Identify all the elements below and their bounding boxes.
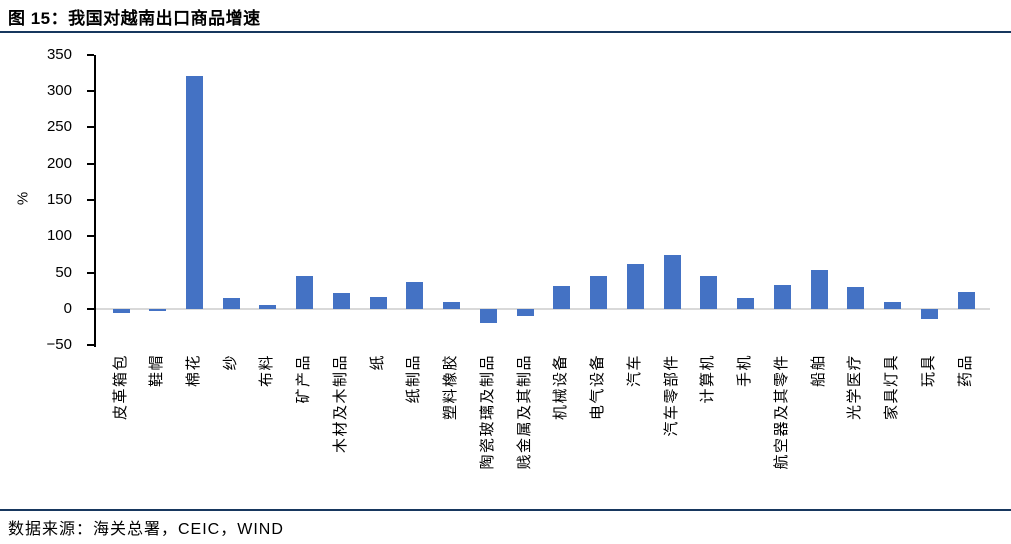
bar-电气设备	[590, 276, 608, 309]
x-label-船舶: 船舶	[810, 354, 827, 388]
x-label-皮革箱包: 皮革箱包	[112, 354, 129, 421]
x-label-布料: 布料	[259, 354, 276, 388]
y-tick-label: 0	[63, 300, 72, 317]
bar-航空器及其零件	[773, 285, 791, 309]
x-label-矿产品: 矿产品	[296, 354, 313, 404]
x-label-计算机: 计算机	[700, 354, 717, 404]
y-axis	[94, 54, 96, 348]
bar-玩具	[920, 309, 938, 320]
y-tick-label: 350	[46, 45, 72, 63]
x-label-纱: 纱	[222, 354, 239, 371]
x-label-棉花: 棉花	[185, 354, 202, 388]
y-axis-tick	[87, 162, 94, 165]
x-label-光学医疗: 光学医疗	[847, 354, 864, 421]
bar-棉花	[185, 76, 203, 309]
bar-纱	[222, 298, 240, 309]
x-label-鞋帽: 鞋帽	[149, 354, 166, 388]
bar-机械设备	[553, 285, 571, 309]
x-label-电气设备: 电气设备	[590, 354, 607, 421]
x-label-药品: 药品	[957, 354, 974, 388]
bar-汽车	[626, 263, 644, 309]
y-axis-tick	[87, 90, 94, 93]
y-axis-tick	[87, 53, 94, 56]
x-label-塑料橡胶: 塑料橡胶	[443, 354, 460, 421]
x-label-木材及木制品: 木材及木制品	[332, 354, 349, 454]
y-tick-label: 200	[46, 154, 72, 172]
bar-皮革箱包	[112, 309, 130, 314]
y-axis-tick	[87, 235, 94, 238]
data-source-note: 数据来源：海关总署，CEIC，WIND	[8, 521, 284, 538]
x-label-汽车: 汽车	[626, 354, 643, 388]
x-label-手机: 手机	[737, 354, 754, 388]
footer-divider	[0, 509, 1011, 511]
y-axis-tick	[87, 126, 94, 129]
y-axis-tick	[87, 344, 94, 347]
bar-布料	[259, 304, 277, 309]
bar-手机	[737, 298, 755, 309]
y-tick-label: 150	[46, 191, 72, 208]
x-label-玩具: 玩具	[920, 354, 937, 388]
x-label-汽车零部件: 汽车零部件	[663, 354, 680, 437]
bar-鞋帽	[149, 309, 167, 312]
y-tick-label: 250	[46, 118, 72, 136]
x-label-家具灯具: 家具灯具	[884, 354, 901, 421]
bar-陶瓷玻璃及制品	[479, 309, 497, 323]
bar-木材及木制品	[332, 293, 350, 309]
bar-纸	[369, 296, 387, 309]
x-label-纸制品: 纸制品	[406, 354, 423, 404]
x-label-陶瓷玻璃及制品: 陶瓷玻璃及制品	[479, 354, 496, 470]
bar-计算机	[700, 276, 718, 309]
x-label-贱金属及其制品: 贱金属及其制品	[516, 354, 533, 470]
y-tick-label: −50	[46, 336, 72, 354]
x-label-纸: 纸	[369, 354, 386, 371]
y-tick-label: 100	[46, 227, 72, 245]
bar-塑料橡胶	[443, 302, 461, 309]
bar-纸制品	[406, 282, 424, 309]
y-axis-tick	[87, 308, 94, 310]
bar-家具灯具	[884, 301, 902, 309]
x-label-航空器及其零件: 航空器及其零件	[773, 354, 790, 470]
x-label-机械设备: 机械设备	[553, 354, 570, 421]
y-axis-tick	[87, 199, 94, 201]
y-axis-tick	[87, 271, 94, 274]
bar-光学医疗	[847, 287, 865, 309]
zero-baseline	[96, 308, 990, 310]
bar-汽车零部件	[663, 255, 681, 309]
bar-贱金属及其制品	[516, 309, 534, 316]
y-tick-label: 50	[55, 263, 72, 281]
bar-药品	[957, 291, 975, 309]
title-divider	[0, 31, 1011, 33]
bar-船舶	[810, 269, 828, 309]
y-tick-label: 300	[46, 82, 72, 100]
figure-title: 图 15：我国对越南出口商品增速	[8, 9, 261, 28]
bar-矿产品	[296, 275, 314, 309]
